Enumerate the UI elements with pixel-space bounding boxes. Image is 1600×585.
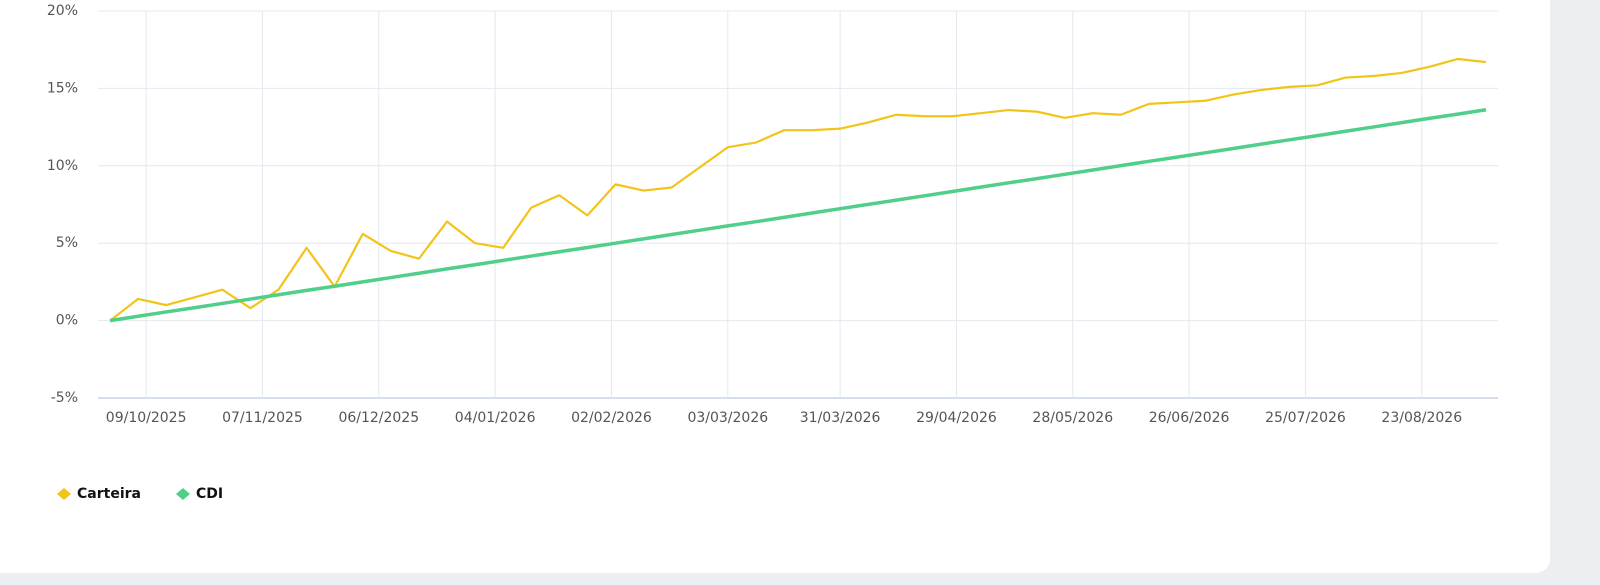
y-tick-label: 5%	[56, 235, 78, 251]
x-tick-label: 09/10/2025	[106, 410, 187, 426]
x-tick-label: 02/02/2026	[571, 410, 652, 426]
x-tick-label: 23/08/2026	[1381, 410, 1462, 426]
x-tick-label: 03/03/2026	[687, 410, 768, 426]
line	[109, 108, 1487, 323]
x-tick-label: 26/06/2026	[1149, 410, 1230, 426]
y-tick-label: 15%	[47, 80, 78, 96]
x-tick-label: 25/07/2026	[1265, 410, 1346, 426]
x-tick-label: 29/04/2026	[916, 410, 997, 426]
card	[0, 0, 1550, 573]
y-tick-label: -5%	[51, 390, 78, 406]
x-tick-label: 31/03/2026	[800, 410, 881, 426]
legend-marker	[175, 488, 190, 500]
legend-label: Carteira	[77, 486, 141, 502]
legend-label: CDI	[196, 486, 223, 502]
y-tick-label: 10%	[47, 158, 78, 174]
x-tick-label: 28/05/2026	[1032, 410, 1113, 426]
y-tick-label: 20%	[47, 3, 78, 19]
legend-marker	[57, 488, 71, 500]
x-tick-label: 04/01/2026	[455, 410, 536, 426]
x-tick-label: 07/11/2025	[222, 410, 303, 426]
x-tick-label: 06/12/2025	[338, 410, 419, 426]
line	[109, 57, 1487, 322]
y-tick-label: 0%	[56, 313, 78, 329]
